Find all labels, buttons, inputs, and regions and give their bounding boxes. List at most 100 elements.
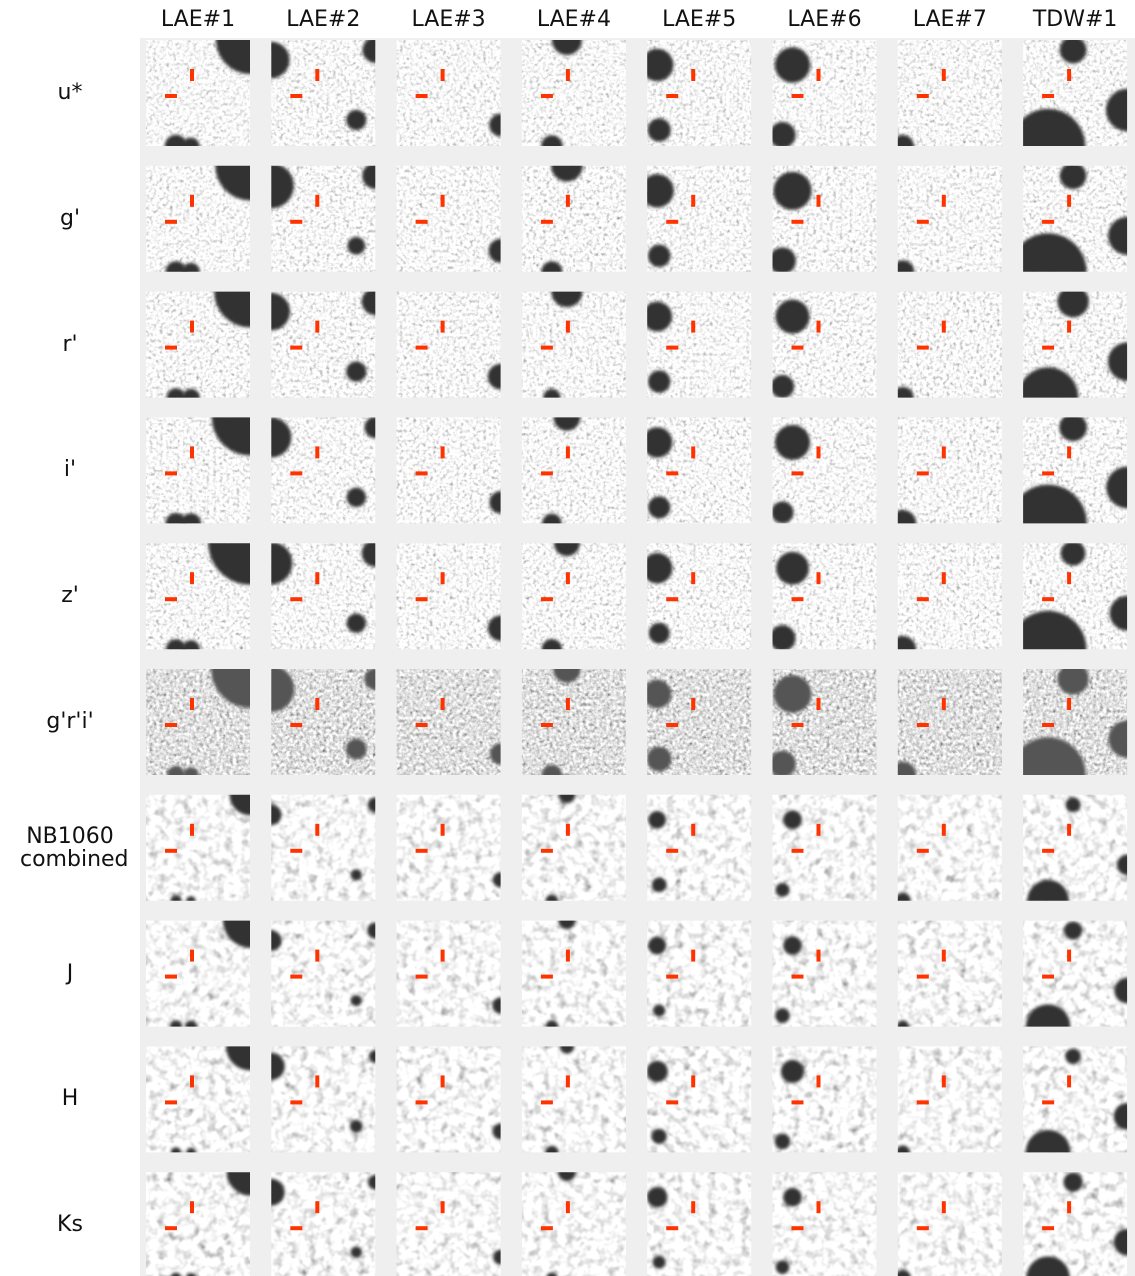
- source: [1065, 1049, 1081, 1065]
- marker-vertical: [1067, 950, 1071, 962]
- cutout-image: [522, 292, 626, 398]
- marker-horizontal: [917, 220, 929, 224]
- cutout-image: [397, 669, 501, 775]
- source: [643, 680, 672, 709]
- cutout-image: [898, 795, 1002, 901]
- marker-horizontal: [1042, 346, 1054, 350]
- marker-horizontal: [917, 94, 929, 98]
- source: [1059, 414, 1087, 442]
- marker-vertical: [190, 446, 194, 458]
- column-header: LAE#7: [888, 8, 1012, 31]
- source: [774, 675, 812, 713]
- cutout-image: [773, 921, 877, 1027]
- marker-vertical: [942, 195, 946, 207]
- cutout: [769, 669, 876, 777]
- source: [1060, 37, 1087, 64]
- marker-vertical: [441, 446, 445, 458]
- marker-horizontal: [165, 597, 177, 601]
- cutout: [769, 40, 876, 148]
- cutout: [522, 530, 626, 659]
- marker-horizontal: [541, 723, 553, 727]
- source: [1066, 797, 1081, 812]
- cutout: [522, 1163, 626, 1276]
- marker-vertical: [566, 1075, 570, 1087]
- marker-horizontal: [1042, 723, 1054, 727]
- source: [1060, 162, 1087, 189]
- cutout-image: [397, 166, 501, 272]
- cutout-image: [522, 543, 626, 649]
- cutout-image: [898, 417, 1002, 523]
- source: [648, 937, 666, 955]
- marker-vertical: [190, 1201, 194, 1213]
- cutout: [769, 166, 876, 274]
- source: [769, 247, 796, 274]
- marker-horizontal: [290, 346, 302, 350]
- row-label: g'r'i': [20, 710, 120, 733]
- marker-vertical: [817, 69, 821, 81]
- cutout: [642, 292, 751, 398]
- source: [652, 877, 667, 892]
- cutout-grid: [0, 0, 1135, 1276]
- row-label: u*: [20, 81, 120, 104]
- source: [648, 245, 671, 268]
- marker-horizontal: [1042, 1100, 1054, 1104]
- source: [347, 614, 366, 633]
- marker-vertical: [190, 698, 194, 710]
- cutout-image: [773, 795, 877, 901]
- marker-vertical: [566, 321, 570, 333]
- marker-horizontal: [165, 1100, 177, 1104]
- marker-vertical: [1067, 572, 1071, 584]
- marker-horizontal: [290, 849, 302, 853]
- marker-vertical: [942, 1075, 946, 1087]
- marker-horizontal: [165, 471, 177, 475]
- source: [346, 739, 367, 760]
- marker-vertical: [691, 195, 695, 207]
- marker-vertical: [1067, 446, 1071, 458]
- marker-horizontal: [541, 1226, 553, 1230]
- source: [347, 237, 365, 255]
- marker-vertical: [441, 950, 445, 962]
- marker-vertical: [1067, 321, 1071, 333]
- marker-vertical: [691, 321, 695, 333]
- marker-vertical: [1067, 1201, 1071, 1213]
- cutout-image: [898, 543, 1002, 649]
- cutout-image: [522, 669, 626, 775]
- source: [781, 1060, 804, 1083]
- marker-horizontal: [541, 975, 553, 979]
- cutout: [397, 40, 512, 146]
- source: [776, 883, 790, 897]
- source: [769, 625, 795, 651]
- marker-vertical: [942, 824, 946, 836]
- marker-vertical: [441, 698, 445, 710]
- marker-vertical: [1067, 69, 1071, 81]
- cutout: [522, 912, 626, 1033]
- cutout-image: [522, 417, 626, 523]
- cutout: [397, 921, 509, 1027]
- marker-vertical: [315, 69, 319, 81]
- marker-horizontal: [541, 471, 553, 475]
- marker-vertical: [942, 1201, 946, 1213]
- marker-vertical: [942, 69, 946, 81]
- source: [648, 370, 670, 392]
- cutout: [896, 1046, 1002, 1159]
- cutout: [261, 795, 383, 901]
- cutout: [642, 543, 751, 649]
- cutout: [397, 1046, 509, 1152]
- source: [648, 811, 666, 829]
- source: [347, 488, 366, 507]
- marker-horizontal: [1042, 597, 1054, 601]
- marker-horizontal: [666, 849, 678, 853]
- marker-vertical: [315, 698, 319, 710]
- column-header: LAE#3: [387, 8, 511, 31]
- marker-vertical: [566, 446, 570, 458]
- column-header: LAE#4: [512, 8, 636, 31]
- cutout: [647, 1172, 751, 1276]
- marker-horizontal: [666, 723, 678, 727]
- marker-horizontal: [541, 94, 553, 98]
- cutout: [642, 417, 751, 523]
- marker-horizontal: [666, 1100, 678, 1104]
- marker-horizontal: [1042, 849, 1054, 853]
- marker-horizontal: [290, 597, 302, 601]
- marker-vertical: [1067, 195, 1071, 207]
- marker-vertical: [190, 321, 194, 333]
